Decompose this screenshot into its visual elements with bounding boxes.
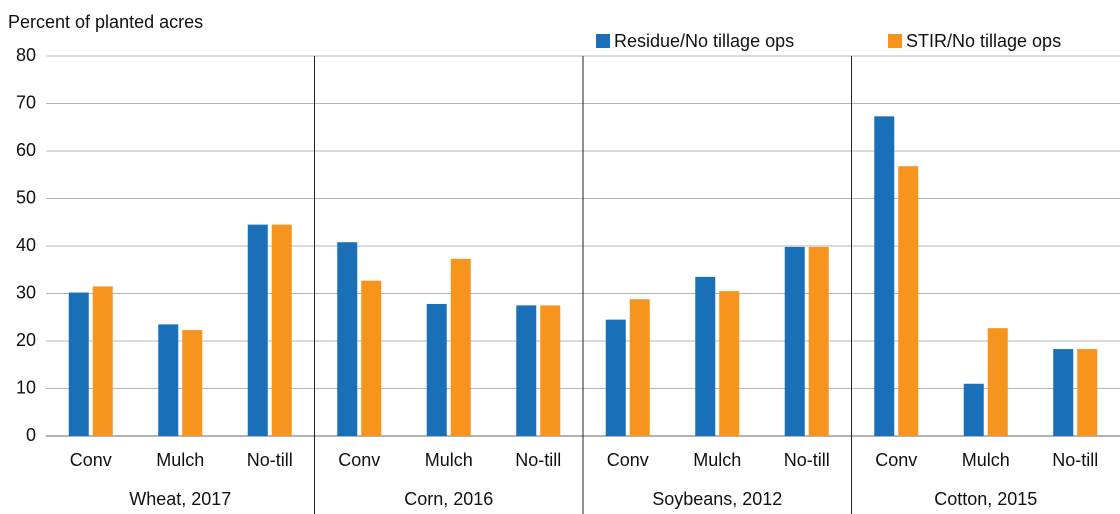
- bar: [247, 224, 268, 436]
- bar: [516, 305, 537, 436]
- y-tick-label: 30: [16, 282, 36, 302]
- bar: [426, 303, 447, 436]
- x-tick-label: No-till: [784, 450, 830, 470]
- x-tick-label: Conv: [338, 450, 380, 470]
- x-tick-label: No-till: [247, 450, 293, 470]
- bar: [629, 299, 650, 436]
- group-label: Cotton, 2015: [934, 489, 1037, 509]
- y-tick-label: 50: [16, 187, 36, 207]
- bar: [874, 116, 895, 436]
- bar: [898, 166, 919, 436]
- bar: [1077, 349, 1098, 436]
- bar: [361, 280, 382, 436]
- bar: [68, 292, 89, 436]
- bar: [450, 258, 471, 436]
- bar: [92, 286, 113, 436]
- bar: [963, 383, 984, 436]
- x-tick-label: Conv: [70, 450, 112, 470]
- x-tick-label: No-till: [1052, 450, 1098, 470]
- bar: [605, 319, 626, 436]
- legend-swatch: [596, 34, 610, 48]
- x-tick-label: Mulch: [962, 450, 1010, 470]
- bar: [987, 328, 1008, 436]
- legend-label: Residue/No tillage ops: [614, 31, 794, 51]
- legend-label: STIR/No tillage ops: [906, 31, 1061, 51]
- x-tick-label: Conv: [875, 450, 917, 470]
- bar: [271, 224, 292, 436]
- x-tick-label: Conv: [607, 450, 649, 470]
- bar: [784, 246, 805, 436]
- x-tick-label: Mulch: [425, 450, 473, 470]
- bar: [719, 291, 740, 436]
- y-tick-label: 60: [16, 140, 36, 160]
- group-label: Soybeans, 2012: [652, 489, 782, 509]
- y-tick-label: 0: [26, 425, 36, 445]
- y-axis-label: Percent of planted acres: [8, 12, 203, 32]
- y-tick-label: 40: [16, 235, 36, 255]
- bar: [1053, 349, 1074, 436]
- y-tick-label: 80: [16, 45, 36, 65]
- y-tick-label: 20: [16, 330, 36, 350]
- bar: [540, 305, 561, 436]
- bar: [158, 324, 179, 436]
- group-label: Corn, 2016: [404, 489, 493, 509]
- x-tick-label: No-till: [515, 450, 561, 470]
- y-tick-label: 70: [16, 92, 36, 112]
- x-tick-label: Mulch: [156, 450, 204, 470]
- bar: [808, 246, 829, 436]
- bar: [337, 242, 358, 436]
- y-tick-label: 10: [16, 377, 36, 397]
- bar: [182, 330, 203, 436]
- legend-swatch: [888, 34, 902, 48]
- group-label: Wheat, 2017: [129, 489, 231, 509]
- bar: [695, 276, 716, 436]
- x-tick-label: Mulch: [693, 450, 741, 470]
